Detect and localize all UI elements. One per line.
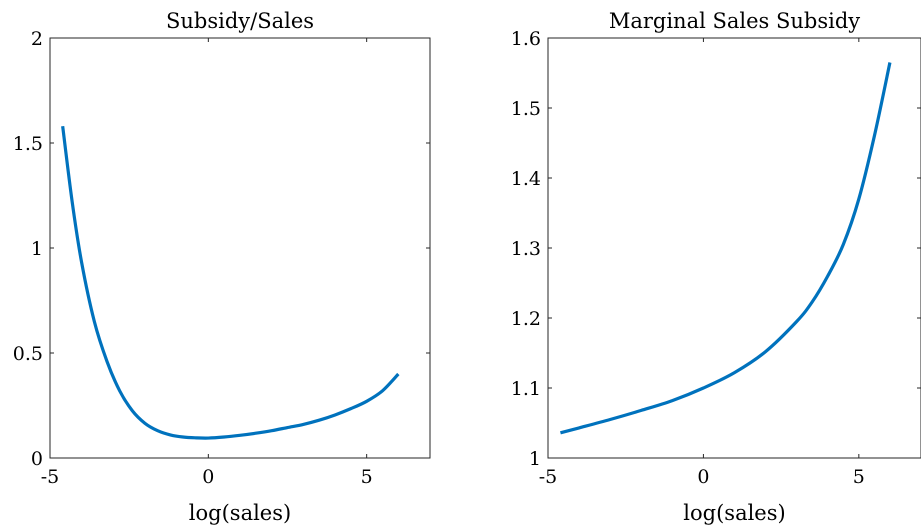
x-tick-label: 0 — [202, 466, 214, 488]
x-axis-ticks: -5 0 5 — [539, 38, 865, 488]
y-axis-ticks: 1 1.1 1.2 1.3 1.4 1.5 1.6 — [511, 28, 921, 470]
x-axis-ticks: -5 0 5 — [41, 38, 373, 488]
y-tick-label: 1 — [529, 448, 541, 470]
x-tick-label: 5 — [361, 466, 373, 488]
y-tick-label: 0 — [31, 448, 43, 470]
x-tick-label: -5 — [539, 466, 558, 488]
chart-title: Subsidy/Sales — [166, 9, 314, 33]
x-axis-label: log(sales) — [189, 501, 291, 525]
subsidy-sales-panel: Subsidy/Sales -5 0 5 00.511.52 log(sales) — [13, 9, 431, 525]
x-tick-label: 0 — [697, 466, 709, 488]
y-tick-label: 1.3 — [511, 238, 541, 260]
y-tick-label: 1.6 — [511, 28, 541, 50]
y-tick-label: 2 — [31, 28, 43, 50]
y-tick-label: 1.1 — [511, 378, 541, 400]
x-axis-label: log(sales) — [683, 501, 785, 525]
y-tick-label: 1.2 — [511, 308, 541, 330]
plot-area — [547, 37, 921, 459]
y-tick-label: 1.5 — [511, 98, 541, 120]
series-line — [61, 126, 400, 440]
y-tick-label: 0.5 — [13, 343, 43, 365]
series-line — [560, 62, 892, 435]
x-tick-label: -5 — [41, 466, 60, 488]
y-tick-label: 1.4 — [511, 168, 541, 190]
x-tick-label: 5 — [853, 466, 865, 488]
y-tick-label: 1.5 — [13, 133, 43, 155]
y-tick-label: 1 — [31, 238, 43, 260]
plot-area — [49, 37, 431, 459]
marginal-sales-subsidy-panel: Marginal Sales Subsidy -5 0 5 1 1.1 1.2 1.3 1.… — [511, 9, 921, 525]
y-axis-ticks: 0 0.5 1 1.5 2 — [13, 28, 430, 470]
chart-title: Marginal Sales Subsidy — [609, 9, 860, 33]
